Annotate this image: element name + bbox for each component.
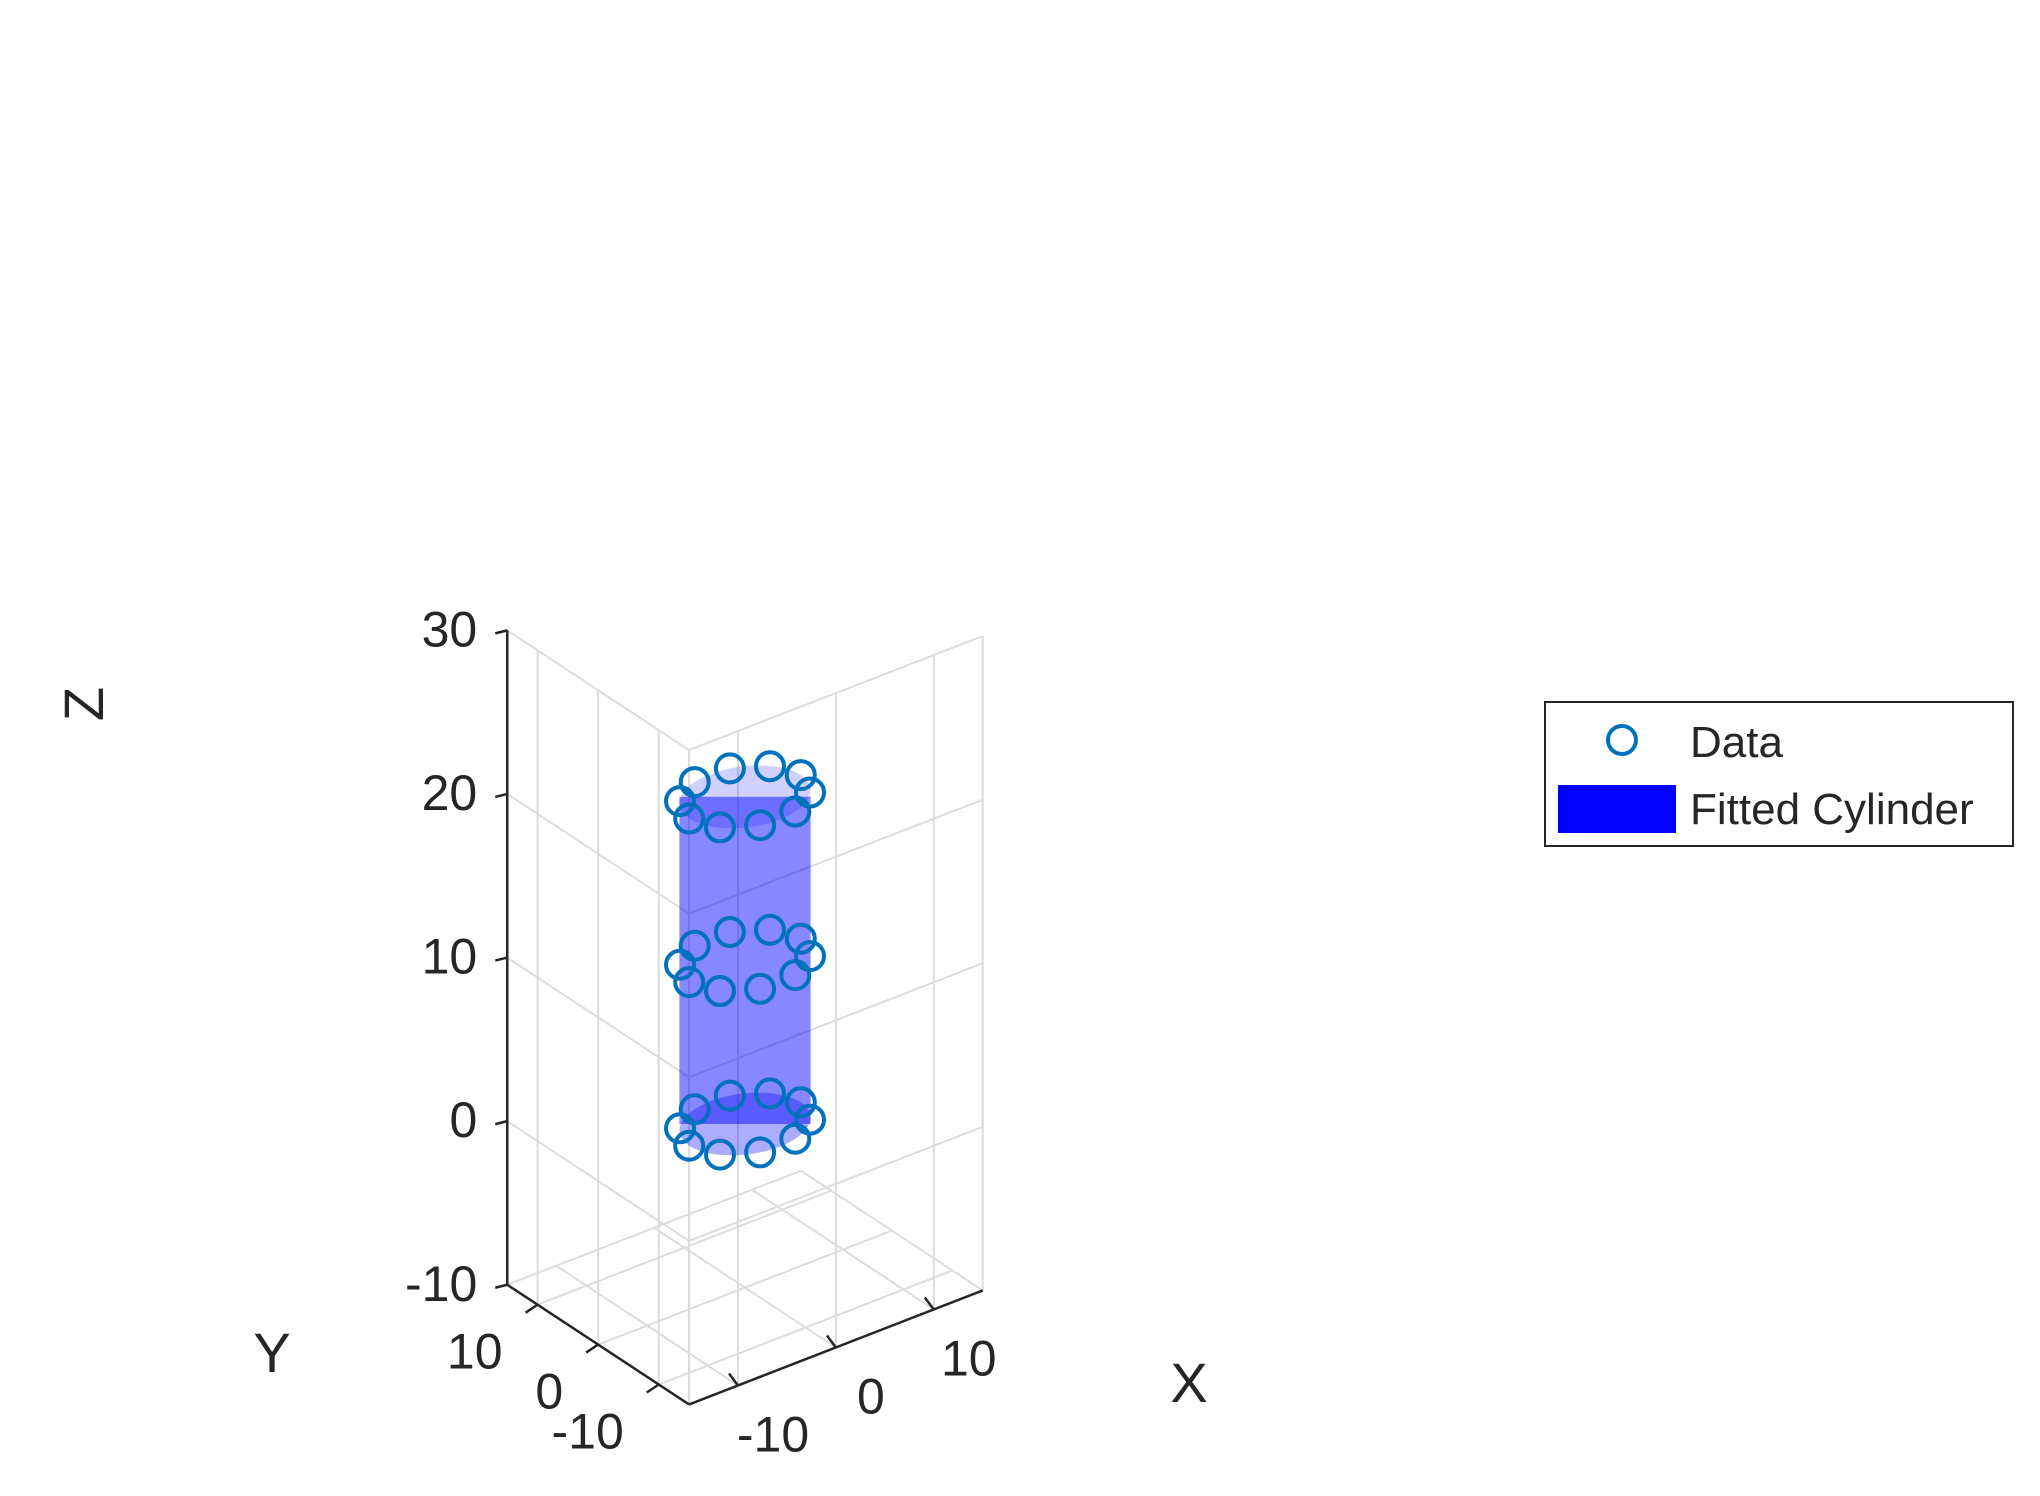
grid-line-wall-right-horizontal [688, 1125, 984, 1242]
data-point [794, 776, 826, 809]
z-tick [494, 956, 508, 962]
grid-line-floor-y [537, 1189, 832, 1306]
grid-line-wall-left-horizontal [506, 629, 690, 751]
data-point [713, 752, 746, 785]
data-point [664, 948, 696, 981]
grid-line-wall-left-horizontal [506, 956, 690, 1079]
z-tick-label: 10 [422, 929, 478, 985]
grid-line-floor-y [597, 1229, 893, 1346]
data-point [704, 975, 736, 1007]
z-tick-label: 20 [422, 765, 478, 821]
cylinder-body-front [679, 796, 811, 1124]
z-tick [494, 792, 508, 799]
cylinder-bottom-cap [679, 1092, 811, 1156]
marker-layer [664, 750, 826, 1171]
grid-line-wall-right-horizontal [688, 798, 984, 915]
z-axis-label: Z [52, 687, 115, 721]
cylinder-top-cap [679, 765, 811, 829]
y-axis-label: Y [253, 1321, 290, 1384]
data-point [713, 1079, 746, 1112]
y-tick [524, 1303, 539, 1314]
data-point [794, 940, 826, 973]
data-point [744, 809, 777, 842]
x-tick [728, 1372, 739, 1387]
x-tick [825, 1334, 837, 1349]
grid-line-wall-right-horizontal [688, 962, 984, 1079]
y-tick [646, 1383, 660, 1394]
z-tick [494, 1283, 508, 1289]
data-point [744, 1136, 777, 1169]
data-point [673, 1129, 706, 1162]
x-tick-label: 10 [941, 1330, 997, 1386]
grid-line-wall-left-horizontal [506, 793, 690, 915]
data-point [713, 916, 746, 948]
z-tick [494, 1119, 508, 1126]
cylinder-body-back [679, 796, 811, 1124]
z-tick-label: 30 [422, 601, 478, 657]
data-point [704, 1138, 736, 1171]
data-point [704, 811, 736, 844]
y-tick-label: 10 [447, 1324, 503, 1380]
axes-layer [494, 629, 984, 1406]
legend-label-data: Data [1690, 718, 1783, 767]
grid-line-floor-y [506, 1169, 802, 1286]
z-tick-label: 0 [449, 1092, 477, 1148]
data-point [754, 1077, 786, 1110]
x-axis-label: X [1170, 1351, 1207, 1414]
data-point [754, 913, 786, 946]
data-point [664, 1112, 696, 1145]
x-tick [923, 1296, 935, 1311]
grid-line-floor-y [658, 1269, 953, 1386]
z-tick-label: -10 [405, 1256, 477, 1312]
legend-data-marker [1606, 724, 1638, 756]
y-tick-label: 0 [535, 1364, 563, 1420]
data-point [673, 802, 706, 835]
x-tick-label: -10 [737, 1406, 809, 1462]
data-point [784, 922, 817, 955]
y-tick-label: -10 [551, 1404, 623, 1460]
data-point [664, 785, 696, 818]
data-point [673, 966, 706, 999]
legend-cylinder-swatch [1558, 785, 1676, 833]
data-point [744, 972, 777, 1005]
legend: Data Fitted Cylinder [1544, 701, 2014, 847]
grid-line-wall-left-horizontal [506, 1120, 690, 1242]
legend-label-fitted-cylinder: Fitted Cylinder [1690, 785, 1974, 834]
y-tick [585, 1343, 599, 1354]
data-point [784, 759, 817, 792]
grid-line-wall-right-horizontal [688, 635, 984, 751]
x-tick-label: 0 [857, 1368, 885, 1424]
data-point [754, 750, 786, 783]
data-point [794, 1103, 826, 1136]
data-point [784, 1086, 817, 1119]
z-tick [494, 629, 508, 635]
cylinder-layer [679, 765, 811, 1156]
